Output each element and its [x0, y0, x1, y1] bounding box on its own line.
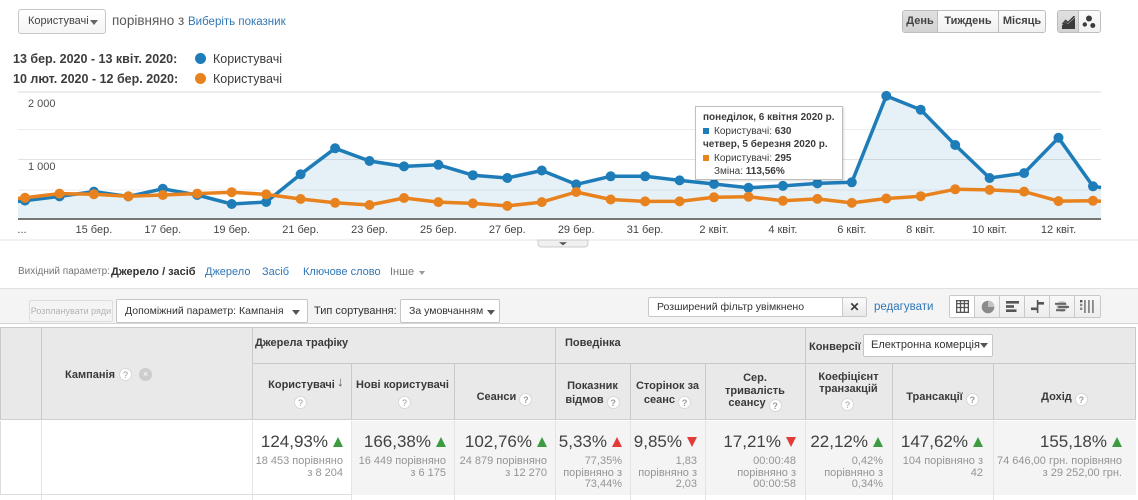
- svg-text:23 бер.: 23 бер.: [351, 224, 388, 236]
- svg-text:8 квіт.: 8 квіт.: [906, 224, 935, 236]
- svg-text:10 квіт.: 10 квіт.: [972, 224, 1007, 236]
- svg-text:2 000: 2 000: [28, 98, 56, 110]
- svg-text:12 квіт.: 12 квіт.: [1041, 224, 1076, 236]
- svg-text:2 квіт.: 2 квіт.: [699, 224, 728, 236]
- svg-text:27 бер.: 27 бер.: [489, 224, 526, 236]
- svg-text:15 бер.: 15 бер.: [76, 224, 113, 236]
- svg-text:31 бер.: 31 бер.: [627, 224, 664, 236]
- svg-text:29 бер.: 29 бер.: [558, 224, 595, 236]
- svg-text:...: ...: [17, 224, 26, 236]
- svg-text:4 квіт.: 4 квіт.: [768, 224, 797, 236]
- svg-text:19 бер.: 19 бер.: [213, 224, 250, 236]
- svg-text:17 бер.: 17 бер.: [144, 224, 181, 236]
- svg-text:1 000: 1 000: [28, 161, 56, 173]
- svg-text:25 бер.: 25 бер.: [420, 224, 457, 236]
- svg-text:21 бер.: 21 бер.: [282, 224, 319, 236]
- svg-text:6 квіт.: 6 квіт.: [837, 224, 866, 236]
